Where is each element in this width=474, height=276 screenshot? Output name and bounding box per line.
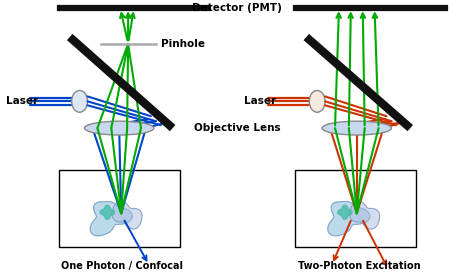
Bar <box>295 170 416 247</box>
Text: One Photon / Confocal: One Photon / Confocal <box>61 261 183 271</box>
Text: Laser: Laser <box>6 96 38 106</box>
Bar <box>59 170 180 247</box>
Text: Laser: Laser <box>244 96 276 106</box>
Polygon shape <box>90 201 132 236</box>
Text: Pinhole: Pinhole <box>161 39 205 49</box>
Text: Two-Photon Excitation: Two-Photon Excitation <box>299 261 421 271</box>
Polygon shape <box>100 205 114 219</box>
Polygon shape <box>112 201 142 229</box>
Ellipse shape <box>84 121 154 135</box>
Text: Detector (PMT): Detector (PMT) <box>192 3 282 13</box>
Ellipse shape <box>322 121 392 135</box>
Text: Objective Lens: Objective Lens <box>194 123 280 133</box>
Ellipse shape <box>72 91 88 112</box>
Polygon shape <box>350 201 380 229</box>
Polygon shape <box>338 205 352 219</box>
Polygon shape <box>328 201 370 236</box>
Ellipse shape <box>309 91 325 112</box>
